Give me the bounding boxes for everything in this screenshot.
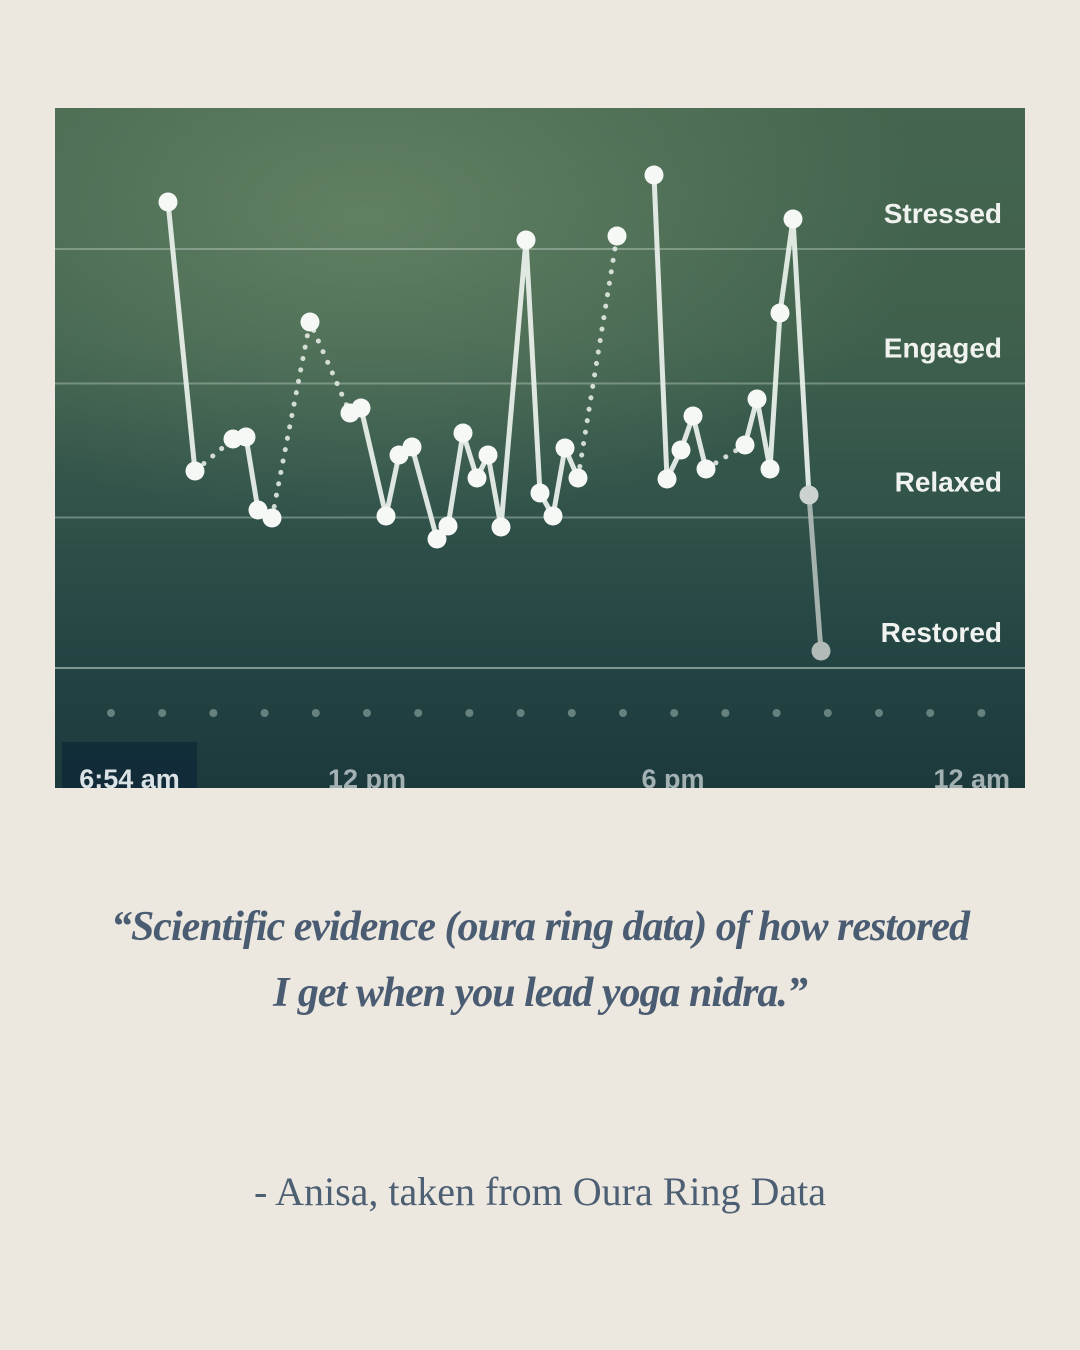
oura-stress-chart: Stressed Engaged Relaxed Restored 6:54 am 12 …: [55, 108, 1025, 788]
solid-segment: [651, 172, 709, 482]
data-point: [478, 445, 498, 465]
data-point: [262, 508, 282, 528]
data-point: [516, 230, 536, 250]
data-point: [438, 516, 458, 536]
x-axis-labels: 6:54 am 12 pm 6 pm 12 am: [62, 742, 1010, 788]
data-point: [491, 517, 511, 537]
data-point: [607, 226, 627, 246]
data-point: [555, 438, 575, 458]
stress-series: [165, 172, 824, 654]
data-point: [236, 427, 256, 447]
data-point: [185, 461, 205, 481]
data-point: [747, 389, 767, 409]
data-point: [530, 483, 550, 503]
zone-label-stressed: Stressed: [884, 198, 1002, 229]
data-point: [811, 641, 831, 661]
dotted-segment: [192, 436, 236, 474]
zone-label-restored: Restored: [881, 617, 1002, 648]
dotted-segment: [269, 319, 353, 521]
x-axis-tick-dots: [107, 709, 986, 717]
time-label: 6:54 am: [79, 764, 180, 788]
data-point: [543, 506, 563, 526]
quote-line-2: I get when you lead yoga nidra.”: [273, 970, 808, 1016]
time-label: 12 am: [933, 764, 1010, 788]
time-label: 12 pm: [328, 764, 406, 788]
data-point: [783, 209, 803, 229]
gridlines: [55, 248, 1025, 669]
data-point: [696, 459, 716, 479]
data-point: [376, 506, 396, 526]
solid-segment: [165, 199, 198, 474]
zone-labels: Stressed Engaged Relaxed Restored: [881, 198, 1002, 648]
data-point: [671, 440, 691, 460]
zone-label-engaged: Engaged: [884, 333, 1002, 364]
current-time-highlight-box: [62, 742, 197, 788]
data-point: [644, 165, 664, 185]
data-points: [158, 165, 831, 661]
data-point: [467, 468, 487, 488]
data-point: [760, 459, 780, 479]
time-label: 6 pm: [641, 764, 704, 788]
gray-segment: [806, 492, 824, 654]
stress-line-chart: Stressed Engaged Relaxed Restored 6:54 am 12 …: [55, 165, 1025, 788]
data-point: [770, 303, 790, 323]
dotted-segment: [703, 442, 748, 472]
data-point: [568, 468, 588, 488]
data-point: [427, 529, 447, 549]
quote-attribution: - Anisa, taken from Oura Ring Data: [253, 1169, 827, 1214]
solid-segment: [742, 216, 812, 498]
data-point: [402, 437, 422, 457]
data-point: [300, 312, 320, 332]
solid-segment: [347, 237, 581, 542]
data-point: [799, 485, 819, 505]
dotted-segment: [575, 233, 620, 481]
data-point: [351, 398, 371, 418]
data-point: [735, 435, 755, 455]
data-point: [453, 423, 473, 443]
quote-line-1: “Scientific evidence (oura ring data) of…: [110, 904, 970, 950]
data-point: [248, 500, 268, 520]
data-point: [683, 406, 703, 426]
data-point: [657, 469, 677, 489]
zone-label-relaxed: Relaxed: [895, 467, 1002, 498]
quote-text: “Scientific evidence (oura ring data) of…: [0, 894, 1080, 1026]
data-point: [158, 192, 178, 212]
